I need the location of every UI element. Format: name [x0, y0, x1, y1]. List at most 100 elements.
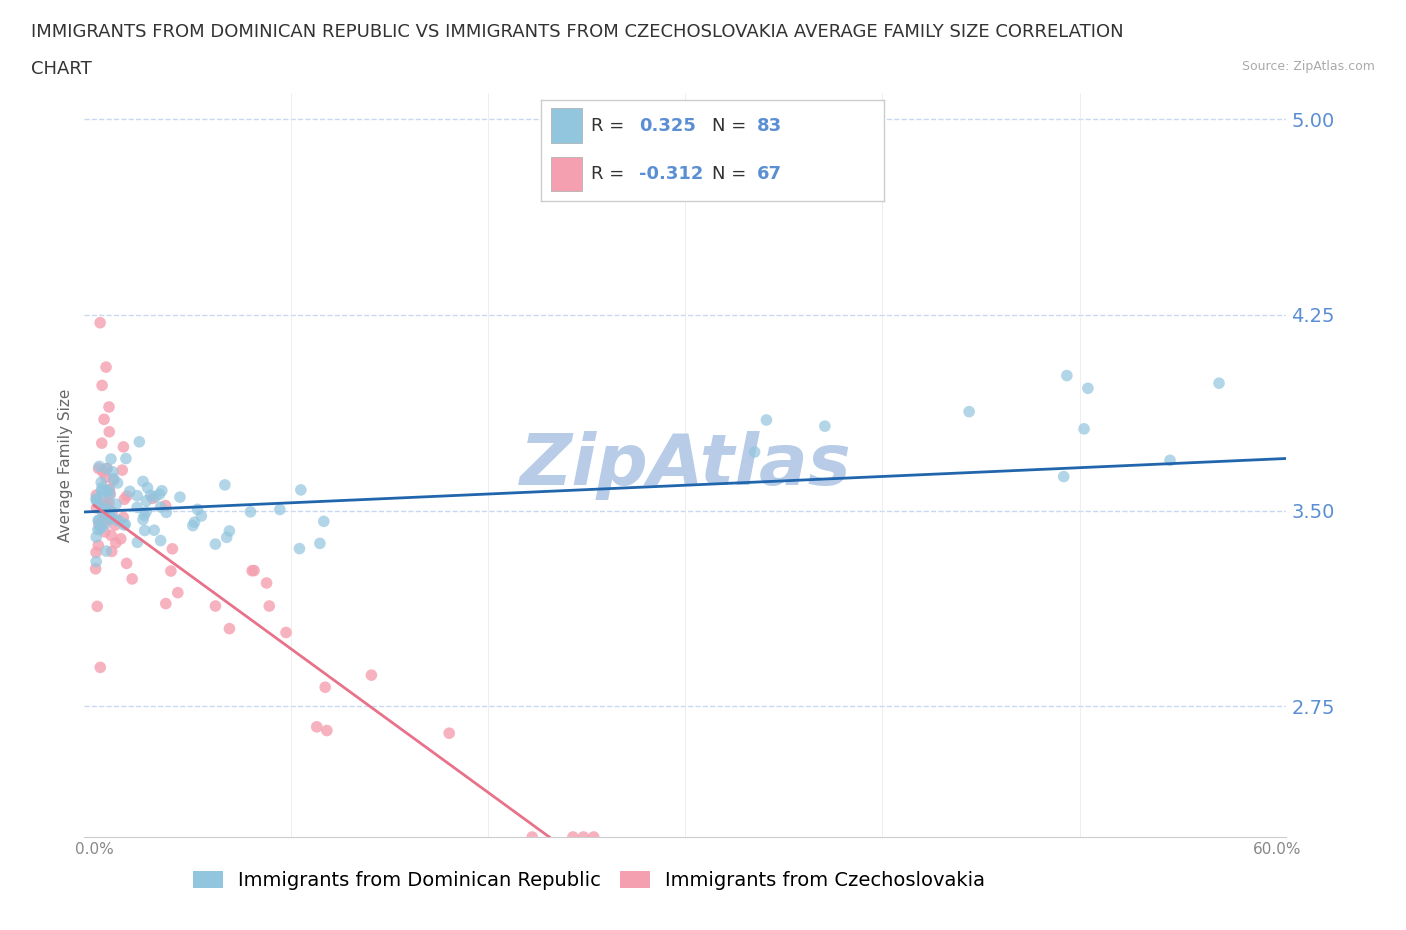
- Point: [96, 499, 118, 514]
- Point: [98, 496, 121, 511]
- Point: [204, 599, 226, 614]
- Point: [89, 522, 111, 537]
- Point: [93, 503, 115, 518]
- Point: [218, 621, 240, 636]
- Point: [288, 541, 311, 556]
- Point: [84, 554, 107, 569]
- Point: [93, 512, 115, 527]
- Point: [143, 523, 166, 538]
- Point: [269, 502, 291, 517]
- Point: [89, 660, 111, 675]
- Point: [111, 462, 134, 477]
- Point: [107, 475, 129, 490]
- Point: [127, 499, 149, 514]
- Point: [93, 412, 115, 427]
- Point: [90, 495, 112, 510]
- Point: [94, 360, 117, 375]
- Point: [101, 511, 124, 525]
- Text: Source: ZipAtlas.com: Source: ZipAtlas.com: [1241, 60, 1375, 73]
- Point: [127, 488, 149, 503]
- Point: [104, 536, 127, 551]
- Point: [1056, 368, 1078, 383]
- Point: [87, 538, 110, 552]
- Point: [105, 512, 128, 527]
- Point: [215, 530, 238, 545]
- Point: [98, 424, 121, 439]
- Point: [87, 523, 110, 538]
- Point: [183, 515, 205, 530]
- Point: [96, 484, 118, 498]
- Point: [101, 464, 124, 479]
- Point: [239, 504, 262, 519]
- Point: [84, 487, 107, 502]
- Point: [128, 434, 150, 449]
- Point: [160, 564, 183, 578]
- Point: [97, 508, 120, 523]
- Point: [98, 483, 121, 498]
- Point: [93, 525, 115, 539]
- Point: [142, 491, 165, 506]
- Point: [155, 596, 177, 611]
- Point: [169, 490, 191, 505]
- Point: [1073, 421, 1095, 436]
- Point: [86, 500, 108, 515]
- Point: [94, 510, 117, 525]
- Point: [582, 830, 605, 844]
- Point: [118, 484, 141, 498]
- Point: [110, 531, 132, 546]
- Point: [90, 475, 112, 490]
- Point: [274, 625, 297, 640]
- Point: [105, 497, 128, 512]
- Point: [957, 405, 980, 419]
- Point: [94, 470, 117, 485]
- Point: [100, 528, 122, 543]
- Point: [1077, 381, 1099, 396]
- Point: [1053, 469, 1076, 484]
- Point: [87, 517, 110, 532]
- Point: [305, 720, 328, 735]
- Point: [112, 510, 135, 525]
- Point: [96, 461, 118, 476]
- Point: [127, 535, 149, 550]
- Point: [108, 513, 131, 528]
- Point: [91, 480, 114, 495]
- Point: [437, 725, 460, 740]
- Point: [98, 400, 121, 415]
- Point: [218, 524, 240, 538]
- Point: [86, 599, 108, 614]
- Point: [240, 564, 263, 578]
- Point: [90, 484, 112, 498]
- Point: [148, 486, 170, 501]
- Point: [94, 516, 117, 531]
- Point: [314, 680, 336, 695]
- Point: [104, 518, 127, 533]
- Point: [136, 480, 159, 495]
- Point: [98, 488, 121, 503]
- Point: [90, 436, 112, 451]
- Point: [115, 488, 138, 503]
- Point: [309, 536, 332, 551]
- Point: [100, 544, 122, 559]
- Point: [134, 508, 156, 523]
- Point: [84, 492, 107, 507]
- Point: [114, 517, 136, 532]
- Point: [132, 474, 155, 489]
- Point: [112, 492, 135, 507]
- Point: [290, 483, 312, 498]
- Point: [84, 529, 107, 544]
- Point: [112, 518, 135, 533]
- Point: [98, 482, 121, 497]
- Point: [134, 523, 156, 538]
- Point: [162, 541, 184, 556]
- Point: [100, 504, 122, 519]
- Point: [755, 413, 778, 428]
- Point: [522, 830, 544, 844]
- Point: [89, 315, 111, 330]
- Point: [360, 668, 382, 683]
- Point: [84, 491, 107, 506]
- Point: [84, 545, 107, 560]
- Point: [149, 533, 172, 548]
- Point: [91, 486, 114, 501]
- Point: [87, 512, 110, 527]
- Text: ZipAtlas: ZipAtlas: [520, 431, 851, 499]
